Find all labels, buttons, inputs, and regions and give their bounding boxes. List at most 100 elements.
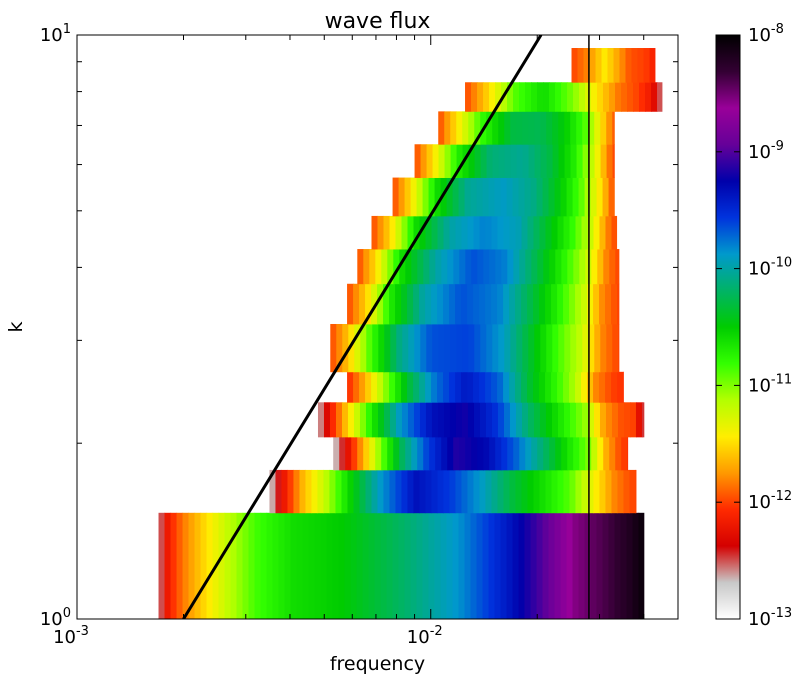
heatmap-cell	[563, 371, 570, 403]
heatmap-cell	[537, 249, 544, 285]
heatmap-cell	[558, 144, 566, 178]
heatmap-cell	[555, 82, 562, 112]
heatmap-cell	[573, 436, 580, 471]
heatmap-cell	[446, 512, 454, 619]
heatmap-cell	[347, 402, 355, 438]
heatmap-cell	[599, 215, 607, 250]
heatmap-cell	[402, 323, 409, 373]
heatmap-cell	[447, 249, 454, 285]
heatmap-cell	[377, 283, 384, 325]
heatmap-cell	[489, 436, 496, 471]
heatmap-cell	[591, 82, 598, 112]
heatmap-cell	[594, 144, 602, 178]
heatmap-cell	[492, 323, 499, 373]
heatmap-cell	[590, 177, 598, 217]
heatmap-cell	[587, 283, 594, 325]
heatmap-band-13	[571, 48, 656, 83]
heatmap-cell	[551, 215, 559, 250]
heatmap-cell	[629, 469, 637, 514]
heatmap-cell	[455, 469, 463, 514]
heatmap-cell	[365, 402, 373, 438]
heatmap-cell	[422, 512, 430, 619]
heatmap-cell	[467, 283, 474, 325]
heatmap-cell	[486, 111, 493, 145]
heatmap-cell	[611, 469, 619, 514]
heatmap-cell	[456, 144, 464, 178]
heatmap-cell	[609, 249, 616, 285]
heatmap-cell	[164, 512, 172, 619]
heatmap-cell	[582, 144, 590, 178]
heatmap-cell	[557, 402, 565, 438]
heatmap-cell	[570, 323, 577, 373]
heatmap-cell	[605, 371, 612, 403]
heatmap-cell	[554, 177, 562, 217]
heatmap-cell	[632, 512, 640, 619]
heatmap-cell	[528, 111, 535, 145]
heatmap-cell	[438, 144, 446, 178]
heatmap-cell	[459, 436, 466, 471]
heatmap-cell	[600, 323, 607, 373]
x-tick-label: 10-3	[53, 624, 89, 648]
heatmap-cell	[491, 402, 499, 438]
heatmap-cell	[633, 82, 640, 112]
heatmap-cell	[176, 512, 184, 619]
heatmap-cell	[314, 512, 322, 619]
heatmap-cell	[608, 512, 616, 619]
heatmap-cell	[506, 177, 514, 217]
heatmap-cell	[545, 402, 553, 438]
heatmap-cell	[461, 371, 468, 403]
heatmap-cell	[555, 436, 562, 471]
heatmap-cell	[449, 402, 457, 438]
heatmap-cell	[464, 177, 472, 217]
heatmap-cell	[599, 371, 606, 403]
heatmap-cell	[581, 371, 588, 403]
heatmap-cell	[593, 469, 601, 514]
heatmap-cell	[473, 215, 481, 250]
heatmap-cell	[432, 144, 440, 178]
heatmap-cell	[407, 283, 414, 325]
heatmap-cell	[419, 215, 427, 250]
heatmap-cell	[440, 512, 448, 619]
heatmap-cell	[543, 249, 550, 285]
heatmap-cell	[552, 111, 559, 145]
heatmap-cell	[443, 469, 451, 514]
heatmap-cell	[500, 177, 508, 217]
heatmap-cell	[488, 177, 496, 217]
heatmap-cell	[587, 469, 595, 514]
heatmap-cell	[272, 512, 280, 619]
heatmap-cell	[509, 469, 517, 514]
heatmap-cell	[479, 283, 486, 325]
heatmap-cell	[492, 144, 500, 178]
heatmap-cell	[491, 215, 499, 250]
heatmap-cell	[533, 283, 540, 325]
heatmap-cell	[330, 323, 337, 373]
heatmap-cell	[572, 177, 580, 217]
heatmap-cell	[569, 371, 576, 403]
heatmap-band-5	[330, 323, 620, 373]
heatmap-cell	[438, 323, 445, 373]
heatmap-cell	[500, 512, 508, 619]
heatmap-cell	[527, 402, 535, 438]
heatmap-cell	[407, 469, 415, 514]
heatmap-cell	[305, 469, 313, 514]
heatmap-cell	[576, 323, 583, 373]
heatmap-cell	[608, 177, 615, 217]
heatmap-cell	[383, 469, 391, 514]
heatmap-cell	[564, 144, 572, 178]
heatmap-cell	[597, 82, 604, 112]
overlay-line-0	[182, 35, 543, 619]
heatmap-cell	[471, 82, 478, 112]
heatmap-cell	[510, 144, 518, 178]
heatmap-cell	[510, 323, 517, 373]
heatmap-cell	[485, 469, 493, 514]
heatmap-cell	[410, 512, 418, 619]
heatmap-cell	[539, 215, 547, 250]
heatmap-cell	[603, 249, 610, 285]
heatmap-cell	[542, 512, 550, 619]
heatmap-cell	[413, 469, 421, 514]
heatmap-band-1	[269, 469, 637, 514]
heatmap-cell	[626, 512, 634, 619]
heatmap-cell	[521, 402, 529, 438]
heatmap-cell	[540, 144, 548, 178]
heatmap-cell	[545, 371, 552, 403]
